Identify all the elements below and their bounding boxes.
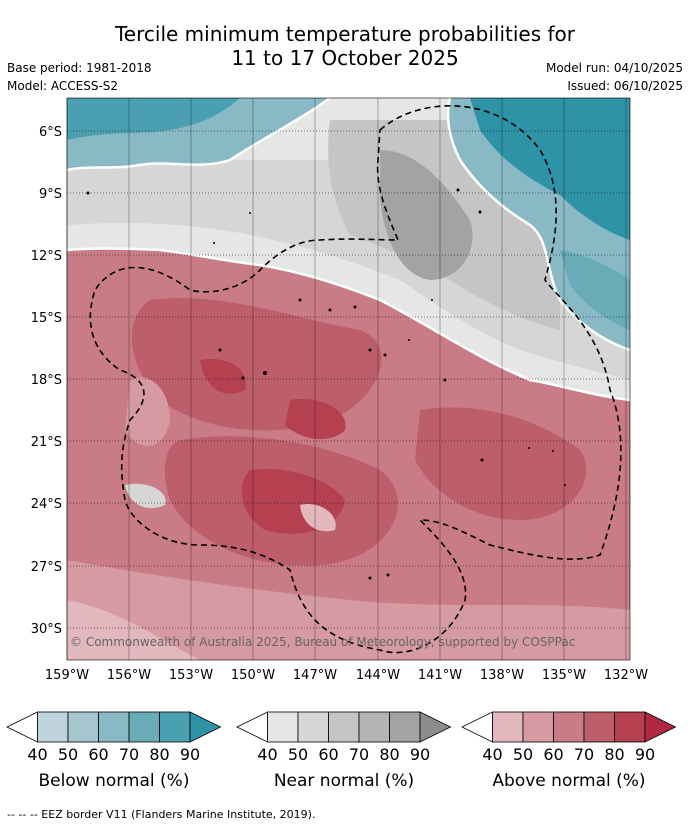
above-normal-darkest-patch-2 [285,399,346,440]
colorbar-tick-label: 70 [119,745,139,760]
colorbar-tick-label: 60 [543,745,563,760]
colorbar-swatch [267,711,299,743]
lon-tick-label: 150°W [231,668,275,683]
colorbar-swatch [98,711,130,743]
colorbar-swatch [553,711,585,743]
below-near-boundary-ne [446,98,630,352]
meta-left: Base period: 1981-2018 Model: ACCESS-S2 [7,59,152,95]
near-normal-pocket-1 [125,483,166,509]
colorbar-swatch [389,711,421,743]
colorbar-tick-label: 90 [635,745,655,760]
lat-tick-label: 18°S [31,373,62,388]
colorbar-tick-label: 80 [604,745,624,760]
lat-tick-label: 21°S [31,435,62,450]
lat-tick-label: 27°S [31,560,62,575]
colorbar-group: 40 50 60 70 80 90 40 50 60 70 80 90 40 50 60 70 80 90 [6,711,677,760]
colorbar-swatch [492,711,524,743]
gridlines [66,98,630,660]
lat-tick-label: 15°S [31,311,62,326]
above-normal-lightest-sw [67,600,200,660]
lon-tick-label: 153°W [169,668,213,683]
colorbar-tick-label: 40 [482,745,502,760]
colorbar-swatch [328,711,360,743]
colorbar-swatch [159,711,191,743]
lon-tick-label: 147°W [293,668,337,683]
colorbar-swatch [37,711,69,743]
title-line-1: Tercile minimum temperature probabilitie… [114,22,576,46]
lat-tick-label: 6°S [39,125,62,140]
colorbar-tick-label: 40 [27,745,47,760]
colorbar-swatch [614,711,646,743]
below-normal-mid-ne [560,250,630,330]
model-name: Model: ACCESS-S2 [7,79,119,93]
title-line-2: 11 to 17 October 2025 [231,46,459,70]
below-normal-darkest-ne [470,98,630,240]
colorbar-min-arrow [6,711,38,743]
colorbar-label-near: Near normal (%) [273,771,415,791]
lon-tick-label: 135°W [542,668,586,683]
lon-tick-label: 156°W [107,668,151,683]
colorbar-tick-label: 70 [349,745,369,760]
lat-tick-label: 12°S [31,249,62,264]
colorbar-swatch [358,711,390,743]
colorbar-tick-label: 90 [180,745,200,760]
colorbar-tick-label: 90 [410,745,430,760]
lon-tick-label: 132°W [604,668,648,683]
below-normal-dark-nw [67,98,240,140]
lon-tick-label: 144°W [356,668,400,683]
lon-tick-label: 138°W [480,668,524,683]
map-title: Tercile minimum temperature probabilitie… [0,22,690,70]
colorbar-max-arrow [419,711,452,743]
colorbar-min-arrow [461,711,493,743]
below-near-boundary-nw [67,98,331,172]
colorbar-swatch [297,711,329,743]
colorbar-tick-label: 70 [574,745,594,760]
eez-footnote: -- -- -- EEZ border V11 (Flanders Marine… [7,808,316,821]
colorbar-swatch [583,711,615,743]
colorbar-min-arrow [236,711,268,743]
above-normal-dark-patch-1 [131,297,382,431]
colorbar: 40 50 60 70 80 90 [236,711,452,760]
lat-tick-label: 24°S [31,497,62,512]
colorbar-label-above: Above normal (%) [492,771,646,791]
near-above-boundary [67,247,630,402]
above-normal-pocket-2 [300,504,336,532]
lat-tick-label: 30°S [31,622,62,637]
above-normal-pocket-1 [125,377,170,447]
lon-tick-label: 159°W [45,668,89,683]
lon-tick-label: 141°W [418,668,462,683]
colorbar-tick-label: 80 [379,745,399,760]
colorbar-tick-label: 50 [58,745,78,760]
colorbar-swatch [522,711,554,743]
colorbar-tick-label: 40 [257,745,277,760]
colorbar-tick-label: 60 [318,745,338,760]
meta-right: Model run: 04/10/2025 Issued: 06/10/2025 [546,59,683,95]
above-normal-light-south [67,560,630,660]
colorbar-max-arrow [644,711,677,743]
above-normal-dark-patch-3 [415,407,587,520]
latitude-axis: 6°S 9°S 12°S 15°S 18°S 21°S 24°S 27°S 30°S [31,125,62,637]
eez-border [89,105,622,654]
near-normal-darkest [380,150,473,280]
map-frame [66,97,631,661]
longitude-axis: 159°W 156°W 153°W 150°W 147°W 144°W 141°W 138°W… [45,668,648,683]
colorbar-max-arrow [189,711,222,743]
probability-map: © Commonwealth of Australia 2025, Bureau… [6,97,677,760]
lat-tick-label: 9°S [39,187,62,202]
above-normal-darkest-patch-3 [200,359,246,394]
colorbar-swatch [128,711,160,743]
colorbar: 40 50 60 70 80 90 [461,711,677,760]
colorbar-swatch [67,711,99,743]
model-run: Model run: 04/10/2025 [545,61,683,75]
colorbar: 40 50 60 70 80 90 [6,711,222,760]
islands [86,188,566,580]
copyright-text: © Commonwealth of Australia 2025, Bureau… [70,635,575,649]
colorbar-label-below: Below normal (%) [38,771,190,791]
colorbar-tick-label: 50 [513,745,533,760]
colorbar-tick-label: 80 [149,745,169,760]
base-period: Base period: 1981-2018 [7,61,152,75]
issued-date: Issued: 06/10/2025 [567,79,683,93]
colorbar-tick-label: 50 [288,745,308,760]
colorbar-tick-label: 60 [88,745,108,760]
